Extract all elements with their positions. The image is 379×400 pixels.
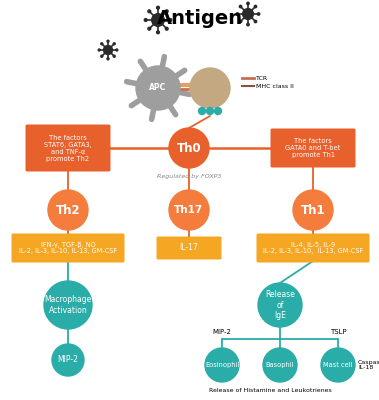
FancyBboxPatch shape [257,234,370,262]
Text: IL-4, IL-5, IL-9
IL-2, IL-3, IL-10,  IL-13, GM-CSF: IL-4, IL-5, IL-9 IL-2, IL-3, IL-10, IL-1… [263,242,363,254]
Circle shape [254,20,257,23]
Text: Th0: Th0 [177,142,201,154]
Circle shape [321,348,355,382]
Circle shape [107,58,109,60]
Circle shape [107,40,109,42]
Circle shape [190,68,230,108]
Circle shape [169,190,209,230]
Text: Th2: Th2 [56,204,80,216]
Text: Mast cell: Mast cell [323,362,353,368]
Circle shape [52,344,84,376]
Circle shape [152,14,164,26]
Circle shape [113,43,115,45]
Circle shape [205,348,239,382]
Text: TCR: TCR [256,76,268,80]
Circle shape [247,23,249,26]
Circle shape [113,55,115,57]
Circle shape [165,27,168,30]
Circle shape [136,66,180,110]
Circle shape [263,348,297,382]
Text: IL-17: IL-17 [180,244,198,252]
Text: Th1: Th1 [301,204,325,216]
Text: Macrophage
Activation: Macrophage Activation [44,295,92,315]
Text: Regulated by FOXP3: Regulated by FOXP3 [157,174,221,179]
Circle shape [254,5,257,8]
Text: Basophil: Basophil [266,362,294,368]
Circle shape [293,190,333,230]
Circle shape [236,13,239,15]
Circle shape [103,46,113,54]
Circle shape [165,10,168,13]
Text: MIP-2: MIP-2 [58,356,78,364]
Circle shape [257,13,260,15]
Circle shape [169,18,172,21]
Text: MIP-2: MIP-2 [213,329,232,335]
Circle shape [207,108,213,114]
Circle shape [157,6,160,9]
Circle shape [148,10,151,13]
Circle shape [247,2,249,5]
Circle shape [258,283,302,327]
Circle shape [239,20,242,23]
Circle shape [144,18,147,21]
Circle shape [44,281,92,329]
Circle shape [199,108,205,114]
FancyBboxPatch shape [11,234,124,262]
Text: The factors
STAT6, GATA3,
and TNF-α
promote Th2: The factors STAT6, GATA3, and TNF-α prom… [44,134,92,162]
Text: Release
of
IgE: Release of IgE [265,290,295,320]
Text: Antigen: Antigen [157,8,243,28]
Text: Eosinophil: Eosinophil [205,362,239,368]
Text: TSLP: TSLP [330,329,346,335]
Circle shape [98,49,100,51]
Circle shape [239,5,242,8]
Circle shape [157,31,160,34]
Text: Release of Histamine and Leukotrienes: Release of Histamine and Leukotrienes [208,388,331,392]
Text: Caspase-1
IL-18: Caspase-1 IL-18 [358,360,379,370]
FancyBboxPatch shape [271,128,356,168]
Text: The factors
GATA0 and T-bet
promote Th1: The factors GATA0 and T-bet promote Th1 [285,138,341,158]
Circle shape [101,55,103,57]
Circle shape [116,49,118,51]
Circle shape [48,190,88,230]
Circle shape [169,128,209,168]
Text: APC: APC [149,84,167,92]
FancyBboxPatch shape [157,236,221,260]
Circle shape [148,27,151,30]
Text: Th17: Th17 [174,205,204,215]
Circle shape [215,108,221,114]
Text: MHC class II: MHC class II [256,84,294,88]
Circle shape [243,9,254,19]
Circle shape [101,43,103,45]
FancyBboxPatch shape [25,124,111,172]
Text: IFN-γ, TGF-β, NO
IL-2, IL-3, IL-10, IL-13, GM-CSF: IFN-γ, TGF-β, NO IL-2, IL-3, IL-10, IL-1… [19,242,117,254]
